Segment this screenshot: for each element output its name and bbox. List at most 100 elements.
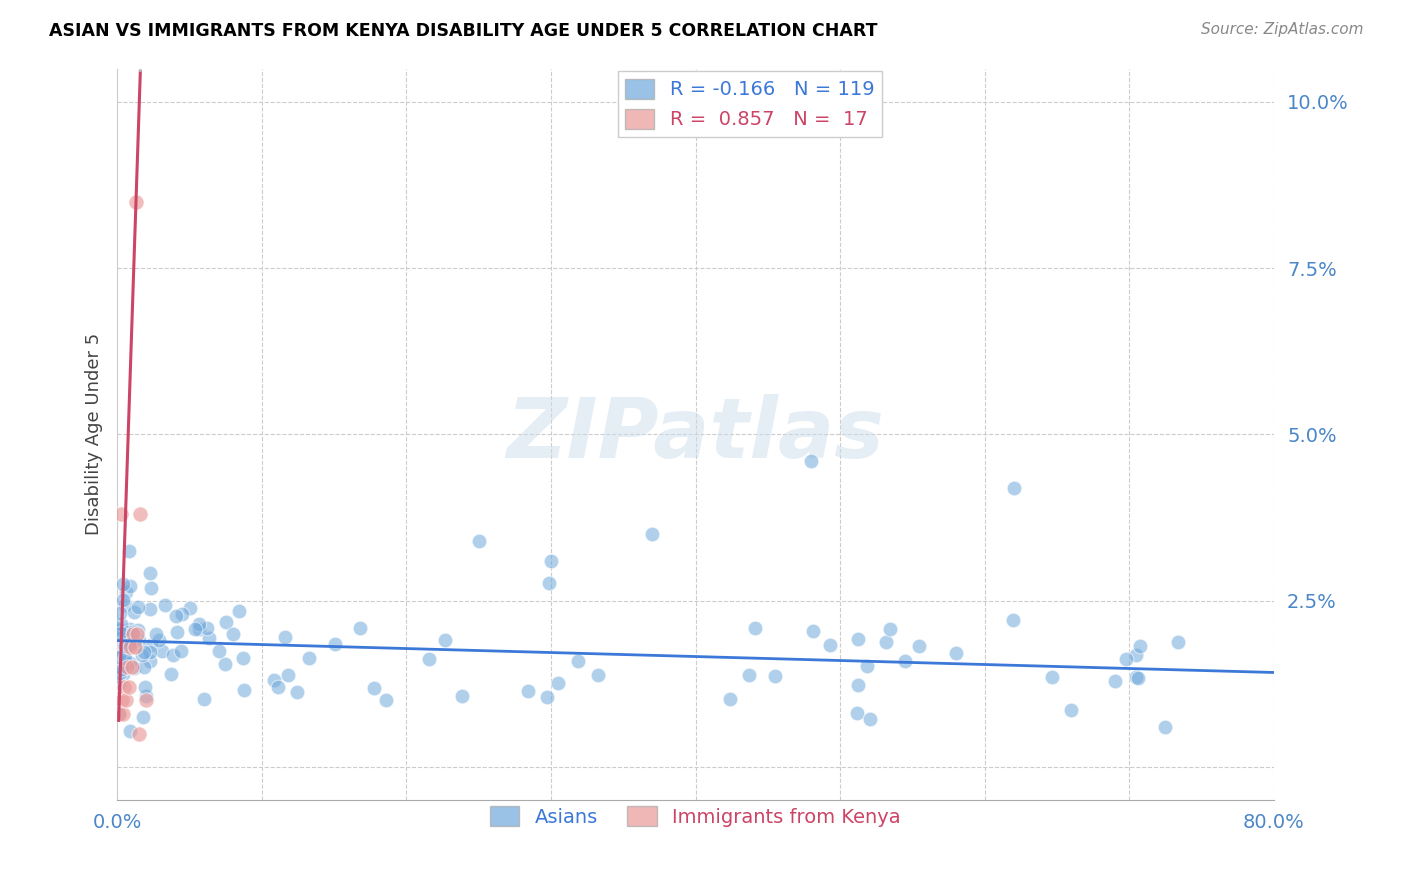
Point bbox=[215, 615, 238, 630]
Point bbox=[856, 659, 879, 673]
Point bbox=[135, 693, 157, 707]
Point bbox=[160, 666, 183, 681]
Point bbox=[818, 638, 841, 652]
Point bbox=[188, 616, 211, 631]
Text: Source: ZipAtlas.com: Source: ZipAtlas.com bbox=[1201, 22, 1364, 37]
Point bbox=[120, 636, 142, 650]
Legend: Asians, Immigrants from Kenya: Asians, Immigrants from Kenya bbox=[482, 798, 908, 834]
Point bbox=[132, 645, 155, 659]
Point bbox=[127, 600, 149, 615]
Point bbox=[139, 566, 162, 581]
Point bbox=[232, 683, 254, 698]
Point bbox=[298, 651, 321, 665]
Point bbox=[801, 624, 824, 639]
Point bbox=[547, 676, 569, 690]
Point bbox=[112, 667, 135, 681]
Point bbox=[875, 635, 897, 649]
Point bbox=[145, 627, 167, 641]
Point bbox=[907, 640, 929, 654]
Point bbox=[433, 633, 456, 648]
Point bbox=[120, 637, 142, 651]
Point bbox=[118, 579, 141, 593]
Point bbox=[765, 669, 787, 683]
Point bbox=[170, 607, 193, 621]
Point bbox=[737, 668, 759, 682]
Text: ZIPatlas: ZIPatlas bbox=[506, 394, 884, 475]
Point bbox=[111, 577, 134, 591]
Point bbox=[150, 643, 173, 657]
Point bbox=[112, 655, 135, 669]
Point bbox=[125, 194, 148, 209]
Point bbox=[117, 624, 139, 639]
Point bbox=[945, 646, 967, 660]
Point bbox=[148, 632, 170, 647]
Point bbox=[122, 606, 145, 620]
Point bbox=[1115, 652, 1137, 666]
Point bbox=[1060, 703, 1083, 717]
Point bbox=[586, 668, 609, 682]
Point bbox=[128, 632, 150, 647]
Point bbox=[132, 660, 155, 674]
Point bbox=[111, 706, 134, 721]
Point bbox=[114, 639, 136, 653]
Point bbox=[128, 727, 150, 741]
Point bbox=[127, 627, 149, 641]
Point bbox=[263, 673, 285, 687]
Point bbox=[1129, 639, 1152, 653]
Point bbox=[845, 706, 868, 721]
Point bbox=[117, 660, 139, 674]
Point bbox=[274, 630, 297, 644]
Point bbox=[165, 609, 187, 624]
Point bbox=[1001, 613, 1024, 627]
Point bbox=[893, 654, 915, 668]
Point bbox=[195, 621, 218, 635]
Point bbox=[349, 621, 371, 635]
Point bbox=[1125, 670, 1147, 684]
Point bbox=[467, 533, 489, 548]
Point bbox=[112, 680, 135, 694]
Y-axis label: Disability Age Under 5: Disability Age Under 5 bbox=[86, 334, 103, 535]
Point bbox=[228, 604, 250, 618]
Point bbox=[267, 680, 290, 694]
Point bbox=[108, 707, 131, 722]
Point bbox=[110, 507, 132, 521]
Point bbox=[120, 623, 142, 637]
Point bbox=[120, 656, 142, 670]
Point bbox=[1126, 672, 1149, 686]
Point bbox=[540, 554, 562, 568]
Point bbox=[285, 685, 308, 699]
Point bbox=[641, 527, 664, 541]
Point bbox=[162, 648, 184, 662]
Point bbox=[115, 693, 138, 707]
Point bbox=[124, 640, 146, 655]
Text: ASIAN VS IMMIGRANTS FROM KENYA DISABILITY AGE UNDER 5 CORRELATION CHART: ASIAN VS IMMIGRANTS FROM KENYA DISABILIT… bbox=[49, 22, 877, 40]
Point bbox=[110, 626, 132, 640]
Point bbox=[179, 601, 201, 615]
Point bbox=[718, 692, 741, 706]
Point bbox=[139, 582, 162, 596]
Point bbox=[536, 690, 558, 704]
Point bbox=[450, 689, 472, 703]
Point bbox=[221, 627, 243, 641]
Point bbox=[1104, 673, 1126, 688]
Point bbox=[111, 593, 134, 607]
Point bbox=[118, 680, 141, 694]
Point bbox=[323, 637, 346, 651]
Point bbox=[846, 632, 869, 647]
Point bbox=[111, 662, 134, 676]
Point bbox=[1040, 670, 1063, 684]
Point bbox=[800, 454, 823, 468]
Point bbox=[114, 639, 136, 653]
Point bbox=[131, 648, 153, 663]
Point bbox=[107, 677, 129, 691]
Point bbox=[127, 623, 149, 637]
Point bbox=[108, 606, 131, 620]
Point bbox=[859, 712, 882, 726]
Point bbox=[121, 660, 143, 674]
Point bbox=[107, 706, 129, 721]
Point bbox=[153, 599, 176, 613]
Point bbox=[232, 651, 254, 665]
Point bbox=[112, 648, 135, 662]
Point bbox=[1167, 634, 1189, 648]
Point bbox=[114, 599, 136, 613]
